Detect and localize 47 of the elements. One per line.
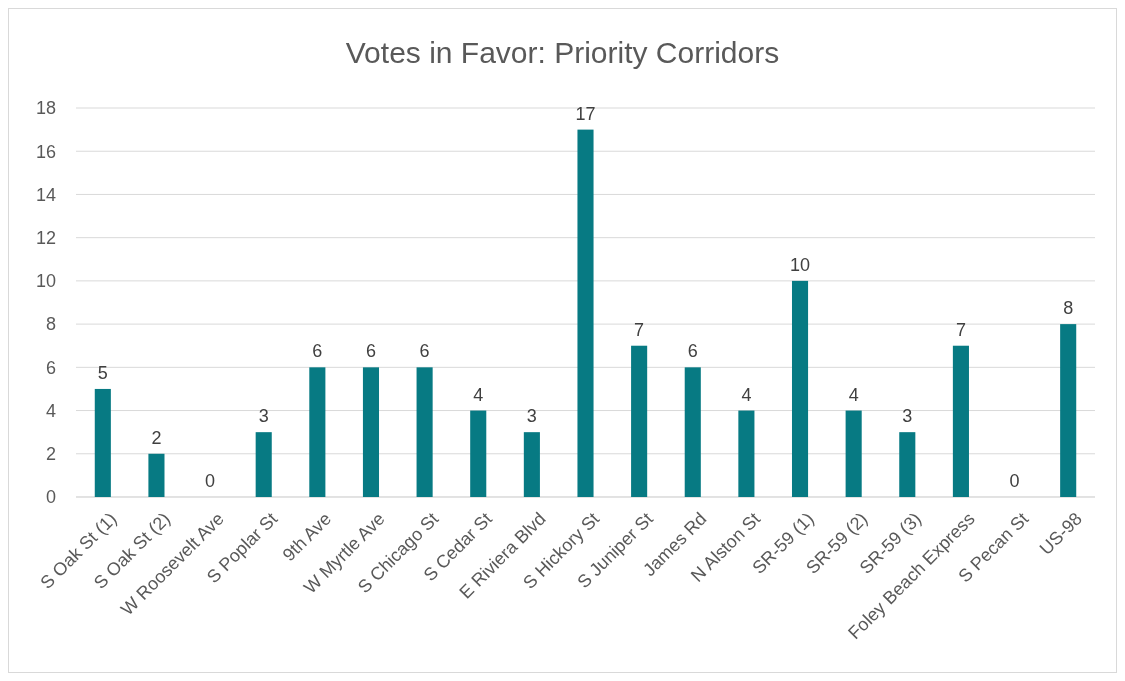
data-label: 6: [419, 341, 430, 362]
data-label: 3: [526, 406, 537, 427]
bar: [416, 367, 433, 497]
data-label: 5: [97, 362, 108, 383]
y-tick-label: 8: [45, 314, 56, 335]
data-label: 6: [312, 341, 323, 362]
y-tick-label: 4: [45, 400, 56, 421]
bar: [1060, 324, 1077, 497]
bar: [845, 410, 862, 497]
y-tick-label: 18: [35, 98, 56, 119]
bar: [470, 410, 487, 497]
y-tick-label: 6: [45, 357, 56, 378]
y-tick-label: 12: [35, 227, 56, 248]
bar: [952, 345, 969, 497]
y-tick-label: 16: [35, 141, 56, 162]
bar: [738, 410, 755, 497]
data-label: 4: [473, 384, 484, 405]
data-label: 6: [687, 341, 698, 362]
y-tick-label: 10: [35, 271, 56, 292]
data-label: 4: [848, 384, 859, 405]
data-label: 8: [1063, 298, 1074, 319]
y-tick-label: 2: [45, 444, 56, 465]
bar: [94, 388, 111, 497]
bar: [899, 432, 916, 497]
bar: [684, 367, 701, 497]
bar: [362, 367, 380, 497]
bar: [577, 129, 594, 497]
bar: [255, 432, 272, 497]
y-tick-label: 14: [35, 184, 56, 205]
data-label: 0: [1009, 471, 1020, 491]
data-label: 7: [634, 319, 645, 340]
bar: [148, 453, 165, 497]
data-label: 17: [575, 103, 596, 124]
bar: [523, 432, 540, 497]
y-tick-label: 0: [45, 487, 56, 508]
bar: [309, 367, 326, 497]
chart-title: Votes in Favor: Priority Corridors: [345, 36, 780, 69]
bar: [631, 345, 648, 497]
data-label: 4: [741, 384, 752, 405]
data-label: 7: [955, 319, 966, 340]
bar: [791, 280, 809, 497]
data-label: 0: [205, 471, 216, 491]
data-label: 10: [790, 254, 811, 275]
data-label: 3: [902, 406, 913, 427]
data-label: 3: [258, 406, 269, 427]
data-label: 6: [365, 341, 376, 362]
data-label: 2: [151, 427, 162, 448]
